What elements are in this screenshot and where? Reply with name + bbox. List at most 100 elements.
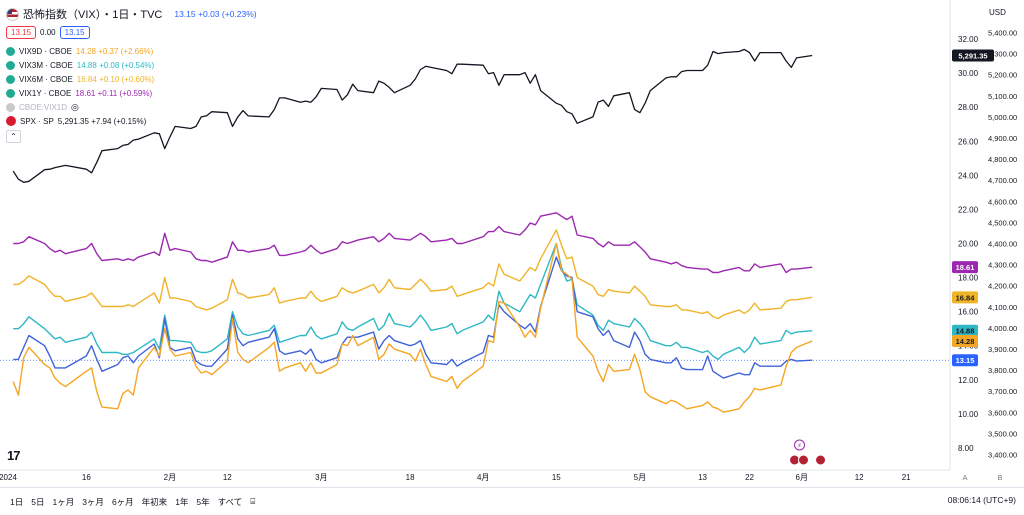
time-tick-label: 6月 [796,473,808,482]
time-tick-label: 5月 [634,473,646,482]
axis-tick-label-vix: 12.00 [958,376,979,385]
axis-tick-label-spx: 4,500.00 [988,218,1017,227]
series-line [13,256,813,379]
legend-row-spx[interactable]: SPX · SP 5,291.35 +7.94 (+0.15%) [6,114,154,128]
axis-tick-label-spx: 5,400.00 [988,29,1017,38]
bid-ask-boxes: 13.15 0.00 13.15 [6,26,90,39]
tf-ytd[interactable]: 年初来 [141,496,168,507]
axis-tick-label-spx: 3,600.00 [988,408,1017,417]
axis-tick-label-spx: 5,100.00 [988,92,1017,101]
cboe-logo-icon [6,102,15,112]
time-tick-label: 18 [406,473,415,482]
axis-tick-label-spx: 4,700.00 [988,176,1017,185]
tf-5d[interactable]: 5日 [31,496,45,507]
legend-row-vix9d[interactable]: VIX9D · CBOE 14.28 +0.37 (+2.66%) [6,44,154,58]
us-flag-icon [6,7,19,21]
series-line [13,229,813,320]
time-tick-label: 12 [223,473,232,482]
axis-tick-label-spx: 4,100.00 [988,303,1017,312]
symbol-quote: 13.15 +0.03 (+0.23%) [174,9,257,19]
series-line [13,212,813,274]
series-line [12,242,813,413]
price-tag-text: 18.61 [956,263,975,272]
axis-tick-label-vix: 22.00 [958,205,979,214]
price-tag-text: 14.88 [956,327,975,336]
buy-price-box[interactable]: 13.15 [59,26,90,39]
legend-vix9d-values: 14.28 +0.37 (+2.66%) [75,46,154,56]
time-tick-label: 3月 [315,473,327,482]
axis-tick-label-vix: 8.00 [958,444,974,453]
axis-log-button: B [997,473,1002,482]
legend-vix6m-values: 16.84 +0.10 (+0.60%) [76,74,155,84]
hidden-eye-icon[interactable]: ◎ [71,101,79,112]
cboe-logo-icon [6,74,15,84]
legend-spx-values: 5,291.35 +7.94 (+0.15%) [57,116,147,126]
series-line [13,242,813,361]
price-tag: 5,291.35 [952,49,994,62]
axis-tick-label-vix: 24.00 [958,171,979,180]
time-tick-label: 13 [698,473,707,482]
lightning-glyph: ⚡ [797,442,802,450]
tf-5y[interactable]: 5年 [196,496,210,507]
indicator-legend: VIX9D · CBOE 14.28 +0.37 (+2.66%) VIX3M … [6,44,154,143]
tf-1y[interactable]: 1年 [175,496,189,507]
time-tick-label: 2月 [164,473,176,482]
time-tick-label: 22 [745,473,754,482]
legend-vix3m-values: 14.88 +0.08 (+0.54%) [76,60,155,70]
axis-tick-label-spx: 3,500.00 [988,429,1017,438]
tf-1m[interactable]: 1ヶ月 [52,496,75,507]
price-tag-bg [952,49,994,62]
collapse-legend-button[interactable]: ⌃ [6,130,21,143]
axis-tick-label-vix: 28.00 [958,103,979,112]
legend-row-vix3m[interactable]: VIX3M · CBOE 14.88 +0.08 (+0.54%) [6,58,154,72]
tradingview-logo[interactable]: 17 [7,448,21,463]
tf-1d[interactable]: 1日 [10,496,24,507]
timeframe-buttons: 1日 5日 1ヶ月 3ヶ月 6ヶ月 年初来 1年 5年 すべて ⌸ [10,496,255,508]
axis-tick-label-vix: 18.00 [958,274,979,283]
time-tick-label: 12 [855,473,864,482]
axis-tick-label-spx: 3,800.00 [988,366,1017,375]
symbol-header[interactable]: 恐怖指数（VIX）・1日・TVC 13.15 +0.03 (+0.23%) [6,6,257,22]
axis-tick-label-spx: 4,200.00 [988,282,1017,291]
chart-background [0,0,1024,487]
price-tag-bg [952,261,978,274]
time-tick-label: 4月 [477,473,489,482]
axis-auto-button: A [962,473,967,482]
axis-tick-label-spx: 5,000.00 [988,113,1017,122]
time-tick-label: 16 [82,473,91,482]
axis-tick-label-spx: 4,800.00 [988,155,1017,164]
sp-logo-icon [6,116,16,126]
time-tick-label: 21 [902,473,911,482]
axis-tick-label-spx: 3,700.00 [988,387,1017,396]
axis-tick-label-spx: 4,000.00 [988,324,1017,333]
axis-tick-label-spx: 4,300.00 [988,261,1017,270]
cboe-logo-icon [6,60,15,70]
sell-price-box[interactable]: 13.15 [6,26,37,39]
tf-3m[interactable]: 3ヶ月 [82,496,104,507]
tf-6m[interactable]: 6ヶ月 [111,496,134,507]
time-tick-label: 15 [552,473,561,482]
price-tag-text: 5,291.35 [958,51,987,60]
axis-tick-label-vix: 10.00 [958,410,979,419]
tf-all[interactable]: すべて [217,496,243,507]
price-tag: 16.84 [952,291,978,304]
price-tag-bg [952,354,978,367]
price-tag-bg [952,291,978,304]
time-tick-label: 2024 [0,473,17,482]
lightning-event-icon [794,439,806,451]
legend-row-vix6m[interactable]: VIX6M · CBOE 16.84 +0.10 (+0.60%) [6,72,154,86]
price-tag-text: 16.84 [956,293,976,302]
price-tag-text: 13.15 [956,356,975,365]
price-tag: 18.61 [952,261,978,274]
axis-tick-label-vix: 30.00 [958,69,979,78]
date-range-icon[interactable]: ⌸ [250,495,256,506]
legend-row-vix1d[interactable]: CBOE:VIX1D ◎ [6,100,154,114]
axis-tick-label-vix: 32.00 [958,35,979,44]
legend-row-vix1y[interactable]: VIX1Y · CBOE 18.61 +0.11 (+0.59%) [6,86,154,100]
bottom-toolbar: 1日 5日 1ヶ月 3ヶ月 6ヶ月 年初来 1年 5年 すべて ⌸ 08:06:… [0,487,1024,515]
currency-selector[interactable]: USD [989,8,1006,17]
symbol-title: 恐怖指数（VIX）・1日・TVC [23,9,163,21]
series-line [12,48,813,183]
price-tag: 14.28 [952,334,978,347]
price-chart[interactable]: 8.0010.0012.0014.0016.0018.0020.0022.002… [0,0,1024,487]
